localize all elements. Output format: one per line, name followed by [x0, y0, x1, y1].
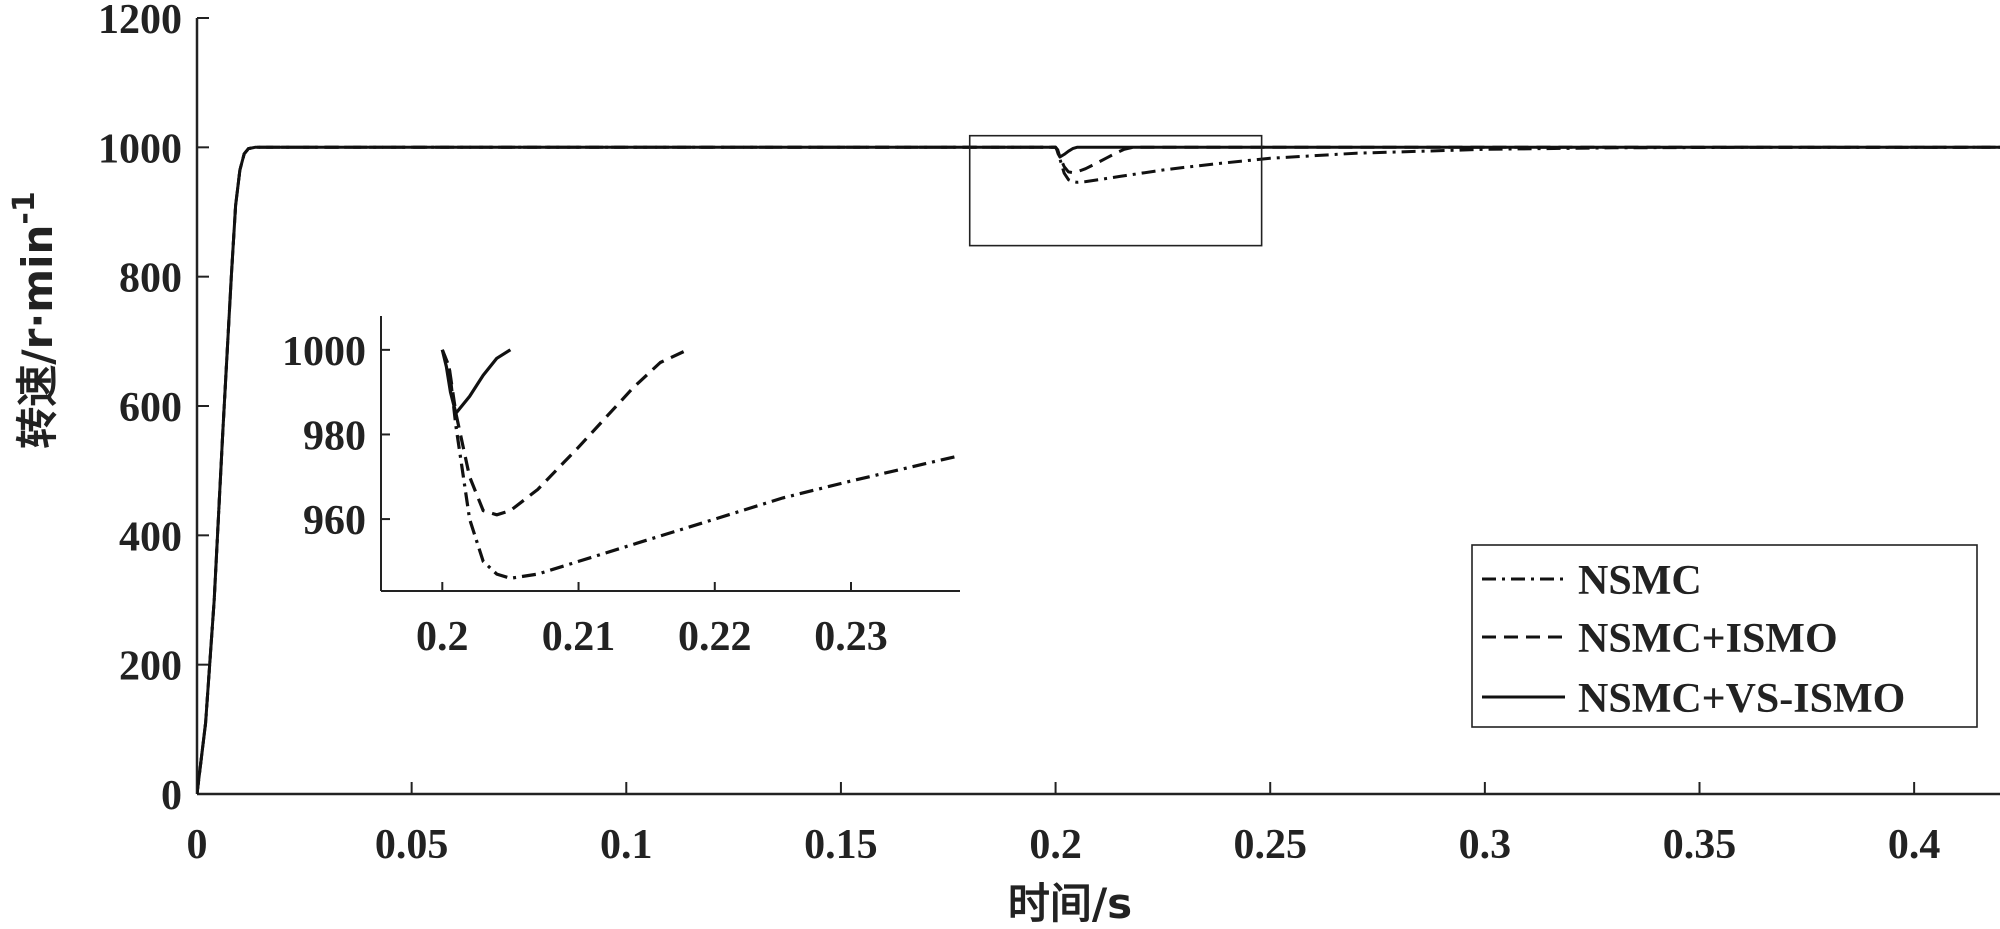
y-axis-title: 转速/r·min-1	[7, 191, 62, 448]
y-tick-label: 1000	[98, 126, 182, 172]
inset-background	[381, 316, 960, 591]
inset-x-tick-label: 0.21	[542, 614, 616, 660]
inset-x-tick-label: 0.2	[416, 614, 469, 660]
legend-label: NSMC	[1578, 558, 1702, 604]
main-series	[197, 145, 2000, 794]
y-tick-label: 400	[119, 514, 182, 560]
zoom-box	[968, 134, 1263, 247]
x-tick-label: 0.1	[600, 822, 653, 868]
x-tick-label: 0.15	[804, 822, 878, 868]
y-tick-label: 800	[119, 256, 182, 302]
legend: NSMC NSMC+ISMO NSMC+VS-ISMO	[1471, 544, 1978, 728]
y-ticks: 0 200 400 600 800 1000 1200	[98, 0, 209, 819]
x-tick-label: 0.35	[1663, 822, 1737, 868]
legend-items: NSMC NSMC+ISMO NSMC+VS-ISMO	[1482, 558, 1905, 722]
y-tick-label: 600	[119, 385, 182, 431]
y-tick-label: 0	[161, 773, 182, 819]
inset-y-tick-label: 980	[303, 413, 366, 459]
x-tick-label: 0	[187, 822, 208, 868]
y-axis-title-main: 转速/r·min	[13, 225, 62, 449]
inset-y-tick-label: 1000	[282, 329, 366, 375]
x-tick-label: 0.25	[1233, 822, 1307, 868]
legend-label: NSMC+ISMO	[1578, 616, 1838, 662]
y-tick-label: 200	[119, 644, 182, 690]
x-tick-label: 0.3	[1459, 822, 1512, 868]
main-axes: 0 0.05 0.1 0.15 0.2 0.25 0.3 0.35 0.4 0 200 400 600…	[98, 0, 2000, 868]
inset-series	[440, 348, 960, 580]
inset-y-ticks: 960 980 1000	[282, 329, 390, 544]
inset-x-tick-label: 0.23	[814, 614, 888, 660]
series-line-nsmc-vs-ismo	[197, 145, 2000, 794]
inset-plot: 0.2 0.21 0.22 0.23 960 980 1000	[282, 316, 960, 660]
inset-x-ticks: 0.2 0.21 0.22 0.23	[416, 582, 888, 660]
x-tick-label: 0.05	[375, 822, 449, 868]
inset-x-tick-label: 0.22	[678, 614, 752, 660]
x-tick-label: 0.4	[1888, 822, 1941, 868]
inset-series-line-nsmc	[440, 349, 960, 580]
x-ticks: 0 0.05 0.1 0.15 0.2 0.25 0.3 0.35 0.4	[187, 782, 1941, 868]
x-axis-title: 时间/s	[1008, 879, 1132, 928]
y-tick-label: 1200	[98, 0, 182, 43]
inset-series-line-nsmc-vs-ismo	[440, 348, 512, 415]
x-tick-label: 0.2	[1029, 822, 1082, 868]
legend-label: NSMC+VS-ISMO	[1578, 676, 1905, 722]
inset-y-tick-label: 960	[303, 498, 366, 544]
y-axis-title-sup: -1	[7, 191, 42, 224]
